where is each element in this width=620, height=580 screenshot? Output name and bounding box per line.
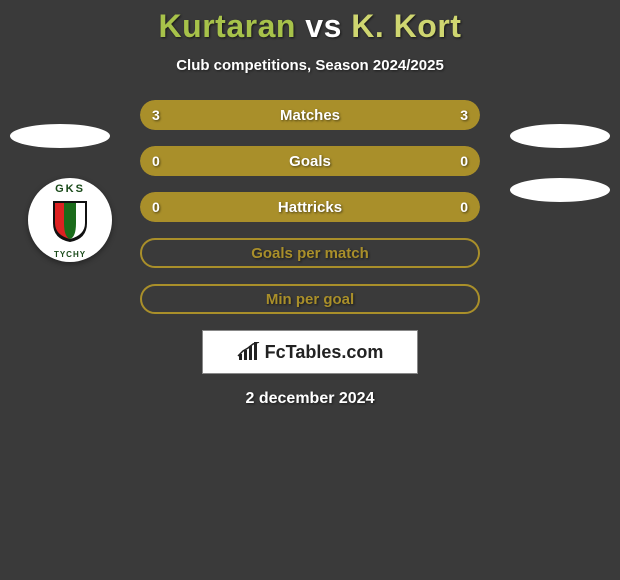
stat-label: Min per goal <box>266 291 354 308</box>
shield-icon <box>51 199 89 243</box>
brand-box[interactable]: FcTables.com <box>202 330 418 374</box>
stat-value-left: 0 <box>152 153 160 169</box>
stat-value-left: 3 <box>152 107 160 123</box>
stat-value-right: 0 <box>460 199 468 215</box>
player1-name: Kurtaran <box>159 8 296 44</box>
date-label: 2 december 2024 <box>0 390 620 408</box>
brand-prefix: Fc <box>265 342 286 362</box>
stat-value-right: 3 <box>460 107 468 123</box>
comparison-title: Kurtaran vs K. Kort <box>0 8 620 45</box>
stat-value-left: 0 <box>152 199 160 215</box>
stat-value-right: 0 <box>460 153 468 169</box>
player2-name: K. Kort <box>351 8 461 44</box>
stat-label: Hattricks <box>278 199 342 216</box>
brand-suffix: Tables.com <box>286 342 384 362</box>
stat-row: 3 3 Matches <box>140 100 480 130</box>
chart-icon <box>237 342 261 362</box>
decorative-ellipse <box>510 178 610 202</box>
stat-row: Min per goal <box>140 284 480 314</box>
stat-row: 0 0 Goals <box>140 146 480 176</box>
decorative-ellipse <box>510 124 610 148</box>
stat-label: Goals per match <box>251 245 369 262</box>
brand-text: FcTables.com <box>265 342 384 363</box>
badge-bottom-text: TYCHY <box>35 250 105 259</box>
club-badge: GKS TYCHY <box>28 178 112 262</box>
stat-label: Matches <box>280 107 340 124</box>
stats-rows: 3 3 Matches 0 0 Goals 0 0 Hattricks Goals per mat… <box>140 100 480 314</box>
badge-top-text: GKS <box>35 183 105 195</box>
vs-label: vs <box>305 8 342 44</box>
stat-label: Goals <box>289 153 331 170</box>
stat-row: Goals per match <box>140 238 480 268</box>
stat-row: 0 0 Hattricks <box>140 192 480 222</box>
subtitle: Club competitions, Season 2024/2025 <box>0 57 620 74</box>
decorative-ellipse <box>10 124 110 148</box>
